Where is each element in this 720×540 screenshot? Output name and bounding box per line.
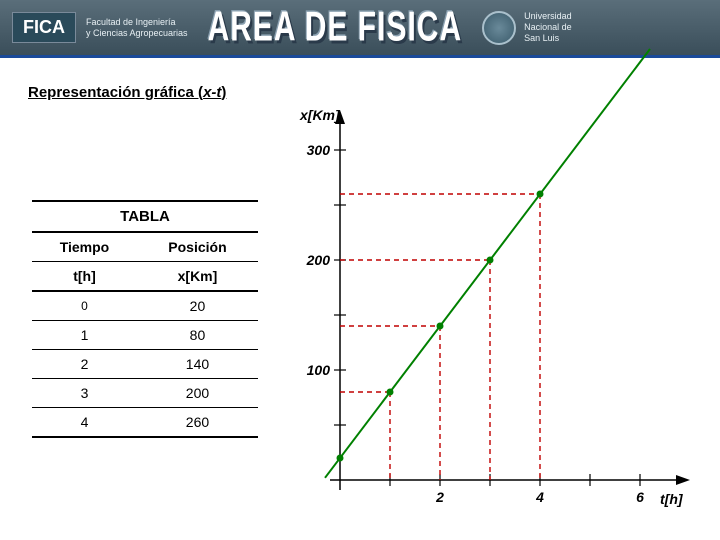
table-row: 4 260 <box>32 408 258 438</box>
area-fisica-title: AREA DE FISICA <box>208 4 463 52</box>
university-text: Universidad Nacional de San Luis <box>524 11 572 43</box>
section-title: Representación gráfica (x-t) <box>28 84 226 101</box>
cell-x: 80 <box>137 321 258 350</box>
uni-line2: Nacional de <box>524 22 572 33</box>
axes <box>330 110 690 490</box>
section-title-xt: x-t <box>203 84 221 101</box>
table-header-row-1: Tiempo Posición <box>32 233 258 262</box>
table-col2-sub: x[Km] <box>137 262 258 292</box>
table-row: 2 140 <box>32 350 258 379</box>
cell-t: 1 <box>32 321 137 350</box>
section-title-a: Representación gráfica ( <box>28 84 203 101</box>
table-header-row-2: t[h] x[Km] <box>32 262 258 292</box>
fica-subtitle: Facultad de Ingeniería y Ciencias Agrope… <box>86 17 188 39</box>
guide-lines <box>340 194 540 480</box>
x-axis-label: t[h] <box>660 491 684 507</box>
table-col2-hdr: Posición <box>137 233 258 262</box>
university-logo-icon <box>482 11 516 45</box>
xt-chart-svg: x[Km] t[h] 300 200 100 2 4 6 <box>290 110 690 510</box>
y-axis-label: x[Km] <box>299 107 341 123</box>
x-tick-4: 4 <box>535 489 544 505</box>
fica-badge: FICA <box>12 12 76 43</box>
uni-line3: San Luis <box>524 33 572 44</box>
section-title-c: ) <box>221 84 226 101</box>
table-col1-hdr: Tiempo <box>32 233 137 262</box>
cell-t: 4 <box>32 408 137 438</box>
y-tick-200: 200 <box>306 252 331 268</box>
cell-x: 20 <box>137 291 258 321</box>
table-caption: TABLA <box>32 200 258 233</box>
cell-x: 140 <box>137 350 258 379</box>
y-tick-100: 100 <box>307 362 331 378</box>
table-row: 1 80 <box>32 321 258 350</box>
fica-sub-line2: y Ciencias Agropecuarias <box>86 28 188 39</box>
cell-t: 0 <box>32 291 137 321</box>
university-block: Universidad Nacional de San Luis <box>482 11 572 45</box>
y-tick-300: 300 <box>307 142 331 158</box>
xt-chart: x[Km] t[h] 300 200 100 2 4 6 <box>290 110 690 510</box>
fica-sub-line1: Facultad de Ingeniería <box>86 17 188 28</box>
cell-x: 200 <box>137 379 258 408</box>
table-body: 0 20 1 80 2 140 3 200 4 260 <box>32 291 258 437</box>
cell-t: 2 <box>32 350 137 379</box>
uni-line1: Universidad <box>524 11 572 22</box>
table-col1-sub: t[h] <box>32 262 137 292</box>
table-row: 0 20 <box>32 291 258 321</box>
cell-t: 3 <box>32 379 137 408</box>
x-tick-2: 2 <box>435 489 444 505</box>
data-table: TABLA Tiempo Posición t[h] x[Km] 0 20 1 … <box>32 200 258 438</box>
table-row: 3 200 <box>32 379 258 408</box>
page-header: FICA Facultad de Ingeniería y Ciencias A… <box>0 0 720 58</box>
chart-line <box>325 49 650 478</box>
x-tick-6: 6 <box>636 489 644 505</box>
cell-x: 260 <box>137 408 258 438</box>
